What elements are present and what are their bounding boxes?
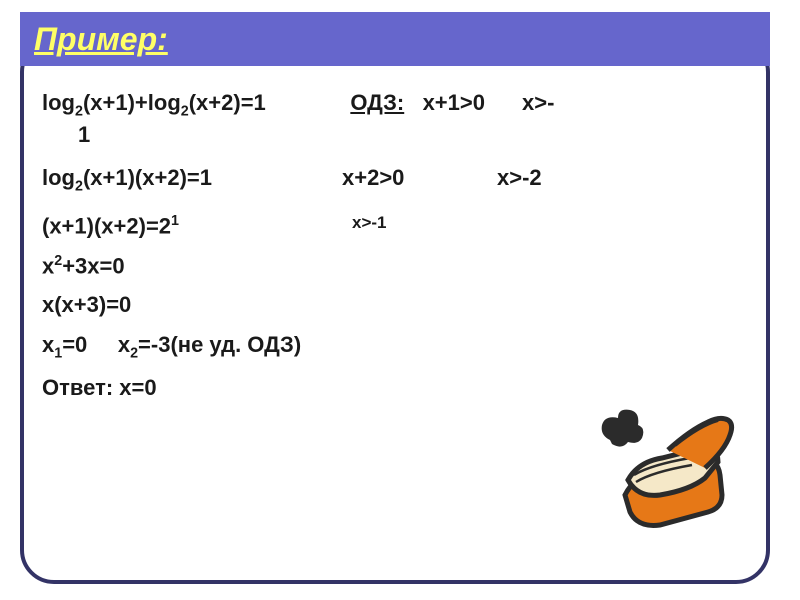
eq1-lhs: log2(x+1)+log2(x+2)=1 [42, 90, 266, 120]
eq2-cond1: x+2>0 [342, 165, 404, 190]
slide-header: Пример: [20, 12, 770, 66]
eq1-tail: 1 [42, 122, 750, 147]
eq1-cond2: x>- [522, 90, 554, 115]
slide-title: Пример: [34, 21, 168, 58]
equation-1: log2(x+1)+log2(x+2)=1 ОДЗ: x+1>0 x>- [42, 90, 750, 120]
eq2-cond2: x>-2 [497, 165, 542, 190]
eq2-lhs: log2(x+1)(x+2)=1 [42, 165, 212, 195]
equation-6: x1=0 x2=-3(не уд. ОДЗ) [42, 332, 750, 362]
equation-5: x(x+3)=0 [42, 292, 750, 317]
equation-4: x2+3x=0 [42, 253, 750, 279]
odz-label: ОДЗ: x+1>0 [332, 90, 485, 115]
eq3-lhs: (x+1)(x+2)=21 [42, 213, 179, 239]
equation-3: (x+1)(x+2)=21 x>-1 [42, 213, 750, 239]
equation-2: log2(x+1)(x+2)=1 x+2>0 x>-2 [42, 165, 750, 195]
book-icon [590, 380, 740, 540]
eq3-domain: x>-1 [352, 213, 387, 233]
